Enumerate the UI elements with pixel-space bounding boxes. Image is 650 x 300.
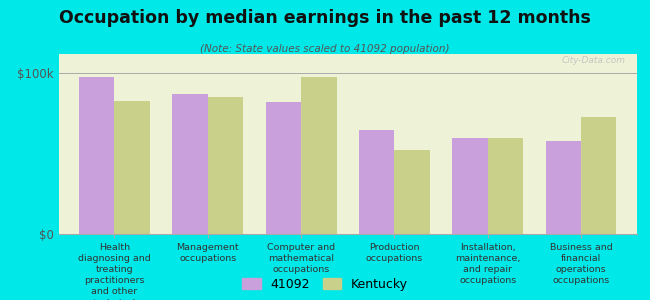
- Text: (Note: State values scaled to 41092 population): (Note: State values scaled to 41092 popu…: [200, 44, 450, 53]
- Bar: [545, 141, 581, 234]
- Bar: [208, 98, 243, 234]
- Bar: [172, 94, 208, 234]
- Bar: [79, 76, 114, 234]
- Bar: [114, 100, 150, 234]
- Bar: [266, 102, 301, 234]
- Bar: [488, 138, 523, 234]
- Text: City-Data.com: City-Data.com: [562, 56, 625, 65]
- Text: Occupation by median earnings in the past 12 months: Occupation by median earnings in the pas…: [59, 9, 591, 27]
- Bar: [452, 138, 488, 234]
- Legend: 41092, Kentucky: 41092, Kentucky: [242, 278, 408, 291]
- Bar: [395, 150, 430, 234]
- Bar: [581, 117, 616, 234]
- Bar: [301, 76, 337, 234]
- Bar: [359, 130, 395, 234]
